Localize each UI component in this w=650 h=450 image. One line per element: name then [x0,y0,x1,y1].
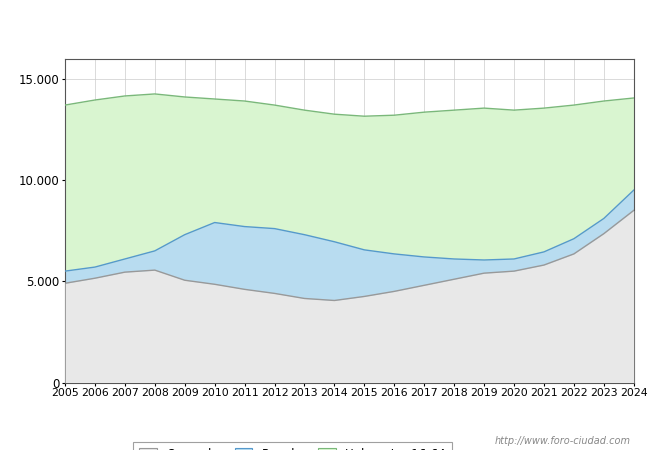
Legend: Ocupados, Parados, Hab. entre 16-64: Ocupados, Parados, Hab. entre 16-64 [133,442,452,450]
Text: Alfafar - Evolucion de la poblacion en edad de Trabajar Mayo de 2024: Alfafar - Evolucion de la poblacion en e… [70,16,580,31]
Text: http://www.foro-ciudad.com: http://www.foro-ciudad.com [495,436,630,446]
